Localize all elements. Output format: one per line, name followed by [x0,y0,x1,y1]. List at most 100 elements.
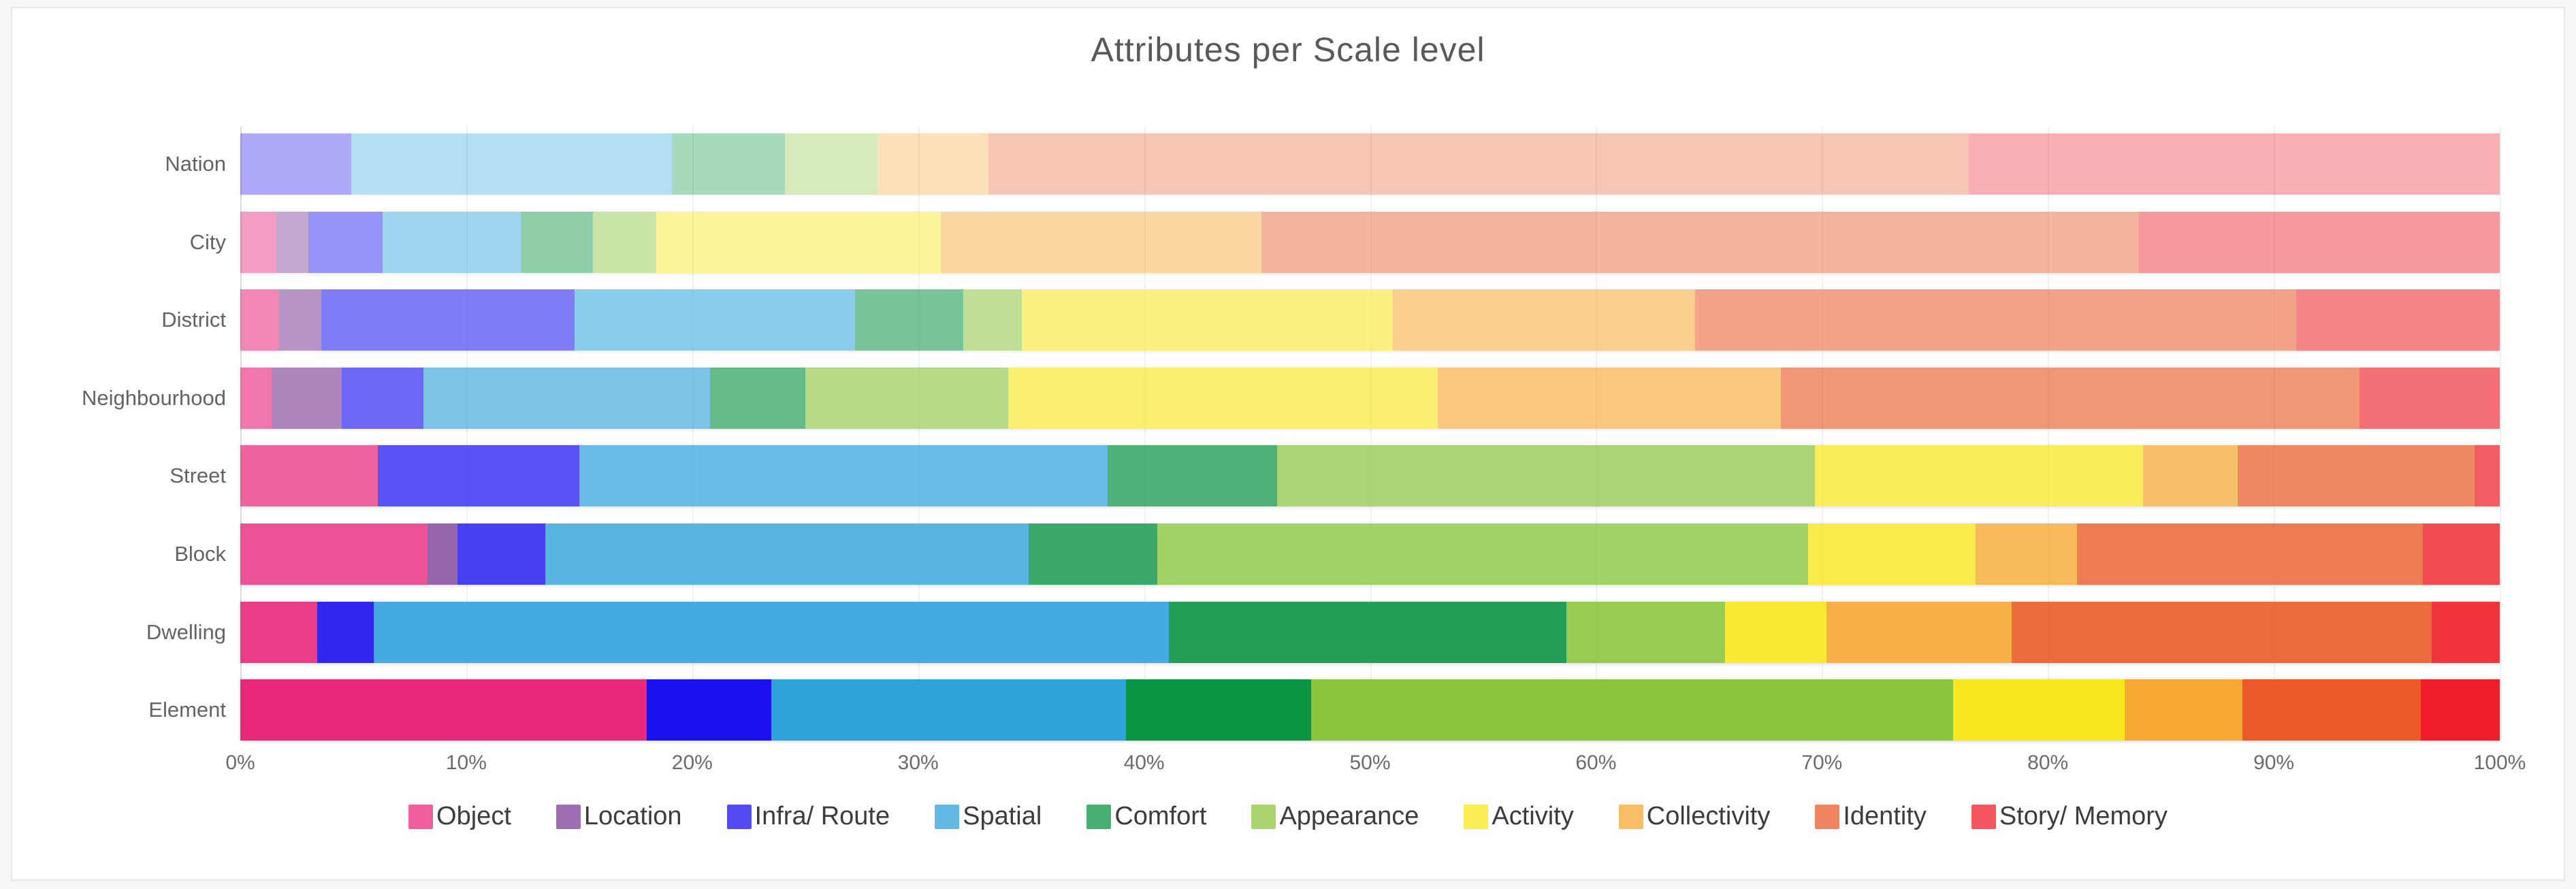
bar-segment-appearance-block[interactable] [1157,523,1809,585]
bar-segment-collectivity-district[interactable] [1392,289,1696,351]
bar-segment-comfort-dwelling[interactable] [1169,601,1567,663]
bar-segment-object-neighbourhood[interactable] [240,367,272,429]
bar-row-dwelling [240,601,2500,663]
bar-segment-activity-city[interactable] [656,211,941,273]
bar-segment-infra-route-nation[interactable] [240,133,351,195]
bar-segment-comfort-street[interactable] [1108,445,1278,507]
bar-segment-story-memory-dwelling[interactable] [2432,601,2500,663]
bar-segment-infra-route-neighbourhood[interactable] [342,367,423,429]
bar-segment-story-memory-block[interactable] [2423,523,2500,585]
bar-segment-spatial-city[interactable] [383,211,521,273]
bar-segment-object-dwelling[interactable] [240,601,317,663]
gridline-70 [1822,127,1824,741]
bar-segment-location-city[interactable] [276,211,308,273]
bar-segment-appearance-element[interactable] [1311,679,1953,741]
gridline-30 [918,127,920,741]
bar-segment-infra-route-dwelling[interactable] [317,601,374,663]
bar-segment-activity-block[interactable] [1808,523,1976,585]
bar-segment-identity-element[interactable] [2242,679,2421,741]
gridline-50 [1370,127,1372,741]
legend-item-comfort[interactable]: Comfort [1086,802,1206,831]
legend-item-location[interactable]: Location [556,802,682,831]
bar-segment-activity-street[interactable] [1815,445,2143,507]
bar-segment-object-element[interactable] [240,679,647,741]
legend-label-spatial: Spatial [963,802,1042,830]
legend-item-collectivity[interactable]: Collectivity [1618,802,1770,831]
bar-segment-spatial-district[interactable] [575,289,855,351]
legend-item-appearance[interactable]: Appearance [1251,802,1419,831]
bar-segment-story-memory-element[interactable] [2420,679,2500,741]
bar-segment-collectivity-dwelling[interactable] [1826,601,2012,663]
legend-item-identity[interactable]: Identity [1815,802,1927,831]
bar-segment-spatial-element[interactable] [771,679,1127,741]
bar-row-block [240,523,2500,585]
legend-item-object[interactable]: Object [408,802,511,831]
bar-segment-infra-route-block[interactable] [457,523,546,585]
bar-segment-identity-district[interactable] [1695,289,2297,351]
bar-segment-activity-neighbourhood[interactable] [1008,367,1438,429]
bar-segment-spatial-neighbourhood[interactable] [423,367,711,429]
bar-segment-appearance-neighbourhood[interactable] [805,367,1009,429]
legend-item-activity[interactable]: Activity [1464,802,1574,831]
bar-segment-location-neighbourhood[interactable] [272,367,342,429]
x-axis-tick-80: 80% [2027,751,2069,774]
bar-segment-identity-dwelling[interactable] [2012,601,2432,663]
bar-segment-spatial-nation[interactable] [351,133,672,195]
bar-segment-appearance-nation[interactable] [784,133,878,195]
bar-segment-comfort-element[interactable] [1126,679,1312,741]
bar-segment-spatial-block[interactable] [545,523,1029,585]
bar-segment-identity-city[interactable] [1261,211,2138,273]
bar-segment-comfort-neighbourhood[interactable] [710,367,805,429]
bar-segment-identity-nation[interactable] [988,133,1969,195]
bar-segment-spatial-street[interactable] [579,445,1108,507]
legend-item-infra-route[interactable]: Infra/ Route [726,802,890,831]
bar-segment-object-district[interactable] [240,289,279,351]
bar-segment-activity-element[interactable] [1952,679,2125,741]
bar-segment-appearance-city[interactable] [592,211,656,273]
legend-label-location: Location [583,802,682,830]
bar-segment-activity-district[interactable] [1022,289,1393,351]
bar-segment-appearance-dwelling[interactable] [1566,601,1725,663]
bar-segment-location-district[interactable] [278,289,322,351]
bar-segment-story-memory-district[interactable] [2296,289,2500,351]
legend-item-story-memory[interactable]: Story/ Memory [1971,802,2168,831]
bar-segment-spatial-dwelling[interactable] [373,601,1170,663]
bar-segment-collectivity-street[interactable] [2142,445,2238,507]
bar-segment-story-memory-nation[interactable] [1969,133,2500,195]
chart-title: Attributes per Scale level [1091,31,1485,69]
bar-segment-infra-route-district[interactable] [321,289,575,351]
y-axis-label-neighbourhood: Neighbourhood [81,385,226,410]
bar-segment-infra-route-city[interactable] [308,211,383,273]
x-axis-tick-100: 100% [2473,751,2526,774]
bar-segment-comfort-block[interactable] [1029,523,1158,585]
gridline-10 [466,127,468,741]
bar-segment-infra-route-element[interactable] [647,679,771,741]
bar-segment-story-memory-neighbourhood[interactable] [2360,367,2500,429]
legend-swatch-story-memory [1971,804,1996,829]
bar-segment-story-memory-city[interactable] [2138,211,2500,273]
bar-segment-identity-block[interactable] [2077,523,2424,585]
bar-segment-collectivity-neighbourhood[interactable] [1438,367,1782,429]
bar-segment-appearance-street[interactable] [1277,445,1816,507]
bar-segment-collectivity-element[interactable] [2125,679,2242,741]
bar-segment-collectivity-city[interactable] [940,211,1262,273]
bar-segment-activity-dwelling[interactable] [1724,601,1826,663]
bar-segment-object-city[interactable] [240,211,277,273]
bar-segment-appearance-district[interactable] [963,289,1023,351]
bar-segment-object-block[interactable] [240,523,428,585]
legend-item-spatial[interactable]: Spatial [935,802,1042,831]
bar-segment-collectivity-nation[interactable] [877,133,988,195]
bar-segment-location-block[interactable] [428,523,457,585]
bar-segment-comfort-district[interactable] [854,289,964,351]
bar-segment-object-street[interactable] [240,445,379,507]
bar-segment-identity-street[interactable] [2237,445,2475,507]
y-axis-label-block: Block [174,542,226,566]
bar-segment-story-memory-street[interactable] [2475,445,2500,507]
bar-segment-comfort-city[interactable] [520,211,593,273]
bar-segment-comfort-nation[interactable] [671,133,785,195]
bar-segment-identity-neighbourhood[interactable] [1781,367,2360,429]
bar-segment-collectivity-block[interactable] [1975,523,2078,585]
legend-label-infra-route: Infra/ Route [754,802,890,830]
bar-segment-infra-route-street[interactable] [378,445,579,507]
x-axis-tick-20: 20% [671,751,713,774]
